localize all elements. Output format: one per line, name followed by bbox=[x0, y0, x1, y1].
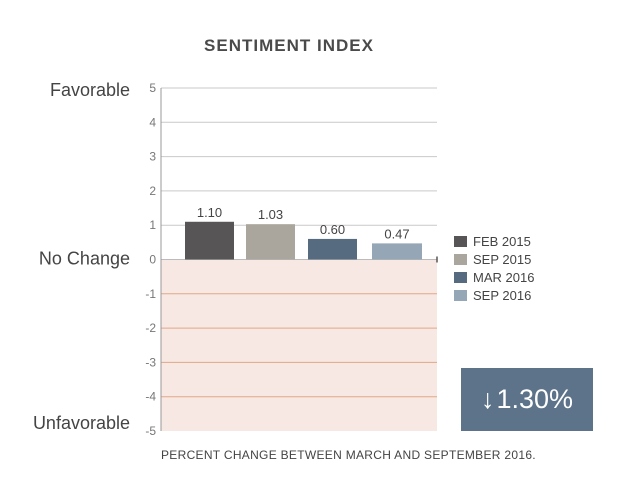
legend-item: SEP 2016 bbox=[454, 286, 534, 304]
legend-label-sep-2015: SEP 2015 bbox=[473, 251, 532, 267]
legend-item: SEP 2015 bbox=[454, 250, 534, 268]
chart-legend: FEB 2015 SEP 2015 MAR 2016 SEP 2016 bbox=[454, 232, 534, 304]
y-tick-label: 0 bbox=[149, 253, 156, 267]
y-tick-label: -5 bbox=[145, 424, 156, 438]
down-arrow-icon: ↓ bbox=[480, 384, 495, 414]
legend-label-mar-2016: MAR 2016 bbox=[473, 269, 535, 285]
change-callout: ↓ 1.30% bbox=[461, 368, 593, 431]
bar bbox=[308, 238, 357, 260]
change-value: 1.30% bbox=[496, 384, 574, 414]
bar-value-label: 0.60 bbox=[320, 222, 345, 237]
legend-swatch-feb-2015 bbox=[454, 235, 467, 247]
y-tick-label: 3 bbox=[149, 150, 156, 164]
no-change-label: No Change bbox=[39, 249, 130, 269]
chart-title: SENTIMENT INDEX bbox=[204, 36, 374, 55]
y-tick-label: 1 bbox=[149, 218, 156, 232]
legend-label-sep-2016: SEP 2016 bbox=[473, 287, 532, 303]
bar bbox=[246, 224, 295, 260]
negative-region bbox=[161, 259, 437, 431]
y-tick-label: -2 bbox=[145, 321, 156, 335]
y-tick-label: -3 bbox=[145, 355, 156, 369]
chart-caption: PERCENT CHANGE BETWEEN MARCH AND SEPTEMB… bbox=[161, 448, 536, 462]
bar bbox=[372, 243, 422, 260]
unfavorable-label: Unfavorable bbox=[33, 413, 130, 433]
bar-value-label: 1.10 bbox=[197, 205, 222, 220]
legend-item: MAR 2016 bbox=[454, 268, 534, 286]
bar-value-label: 0.47 bbox=[384, 226, 409, 241]
y-tick-label: -1 bbox=[145, 287, 156, 301]
y-tick-label: -4 bbox=[145, 390, 156, 404]
bar-value-label: 1.03 bbox=[258, 207, 283, 222]
legend-swatch-sep-2015 bbox=[454, 253, 467, 265]
y-tick-label: 4 bbox=[149, 115, 156, 129]
legend-item: FEB 2015 bbox=[454, 232, 534, 250]
favorable-label: Favorable bbox=[50, 80, 130, 100]
legend-label-feb-2015: FEB 2015 bbox=[473, 233, 531, 249]
legend-swatch-mar-2016 bbox=[454, 271, 467, 283]
y-tick-label: 2 bbox=[149, 184, 156, 198]
y-tick-label: 5 bbox=[149, 81, 156, 95]
legend-swatch-sep-2016 bbox=[454, 289, 467, 301]
bar bbox=[185, 221, 234, 260]
